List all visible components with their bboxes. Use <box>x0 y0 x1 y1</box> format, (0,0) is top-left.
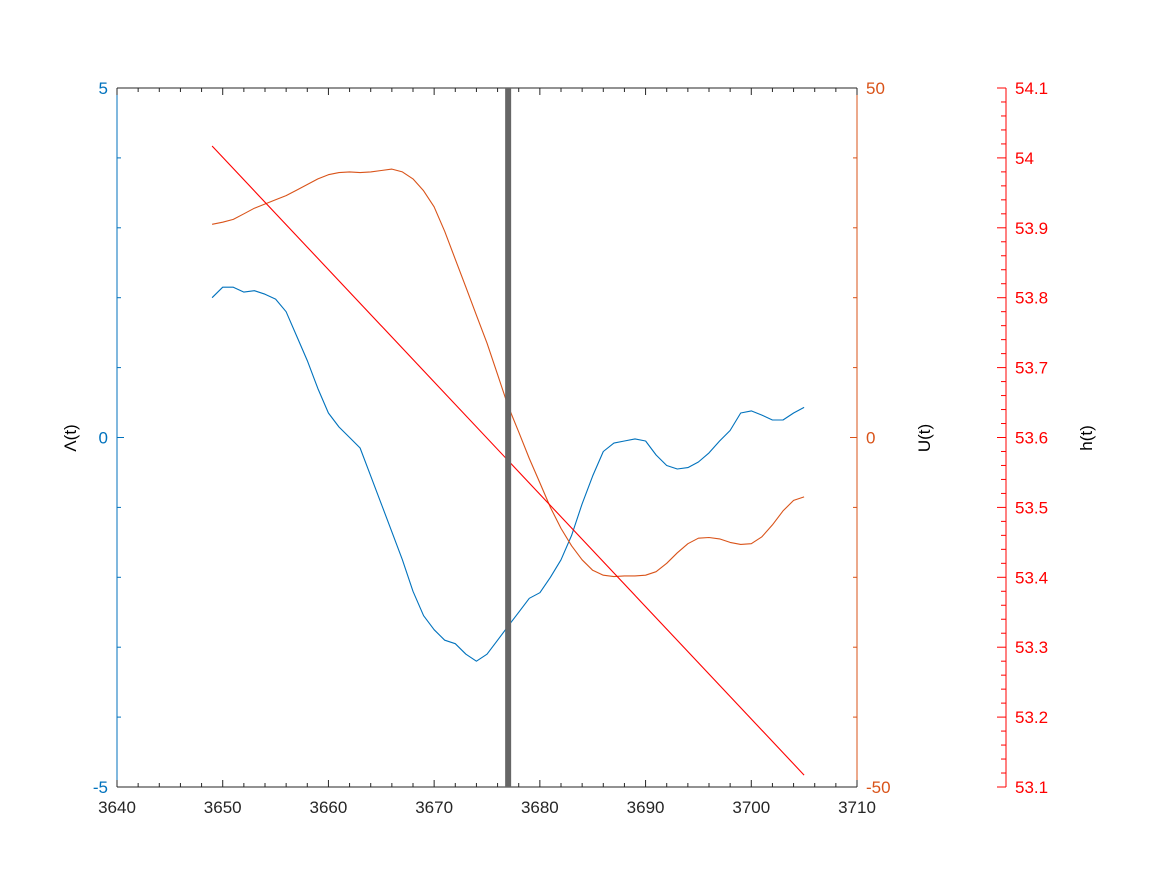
x-tick-label: 3650 <box>204 798 242 817</box>
y-right2-tick-label: 54.1 <box>1015 79 1048 98</box>
y-right2-tick-label: 54 <box>1015 149 1034 168</box>
y-right2-tick-label: 53.8 <box>1015 289 1048 308</box>
y-right2-tick-label: 53.1 <box>1015 778 1048 797</box>
x-tick-label: 3660 <box>310 798 348 817</box>
x-tick-label: 3670 <box>415 798 453 817</box>
y-left-tick-label: 5 <box>99 79 108 98</box>
x-tick-label: 3690 <box>627 798 665 817</box>
series-layer <box>211 88 805 787</box>
y-right2-tick-label: 53.5 <box>1015 498 1048 517</box>
y-right2-tick-label: 53.2 <box>1015 708 1048 727</box>
x-tick-label: 3640 <box>98 798 136 817</box>
y-right2-tick-label: 53.7 <box>1015 359 1048 378</box>
y-axis-left-label: Λ(t) <box>61 424 80 451</box>
y-axis-right1-label: U(t) <box>915 424 934 452</box>
axes-layer: -505-5005053.153.253.353.453.553.653.753… <box>93 79 1048 817</box>
y-axis-right2-label: h(t) <box>1077 425 1096 451</box>
x-tick-label: 3710 <box>838 798 876 817</box>
y-right2-tick-label: 53.6 <box>1015 429 1048 448</box>
y-right1-tick-label: 50 <box>866 79 885 98</box>
y-right1-tick-label: 0 <box>866 429 875 448</box>
y-right1-tick-label: -50 <box>866 778 891 797</box>
x-tick-label: 3700 <box>732 798 770 817</box>
y-right2-tick-label: 53.3 <box>1015 638 1048 657</box>
y-left-tick-label: 0 <box>99 429 108 448</box>
y-right2-tick-label: 53.9 <box>1015 219 1048 238</box>
y-right2-tick-label: 53.4 <box>1015 568 1048 587</box>
y-left-tick-label: -5 <box>93 778 108 797</box>
x-tick-label: 3680 <box>521 798 559 817</box>
